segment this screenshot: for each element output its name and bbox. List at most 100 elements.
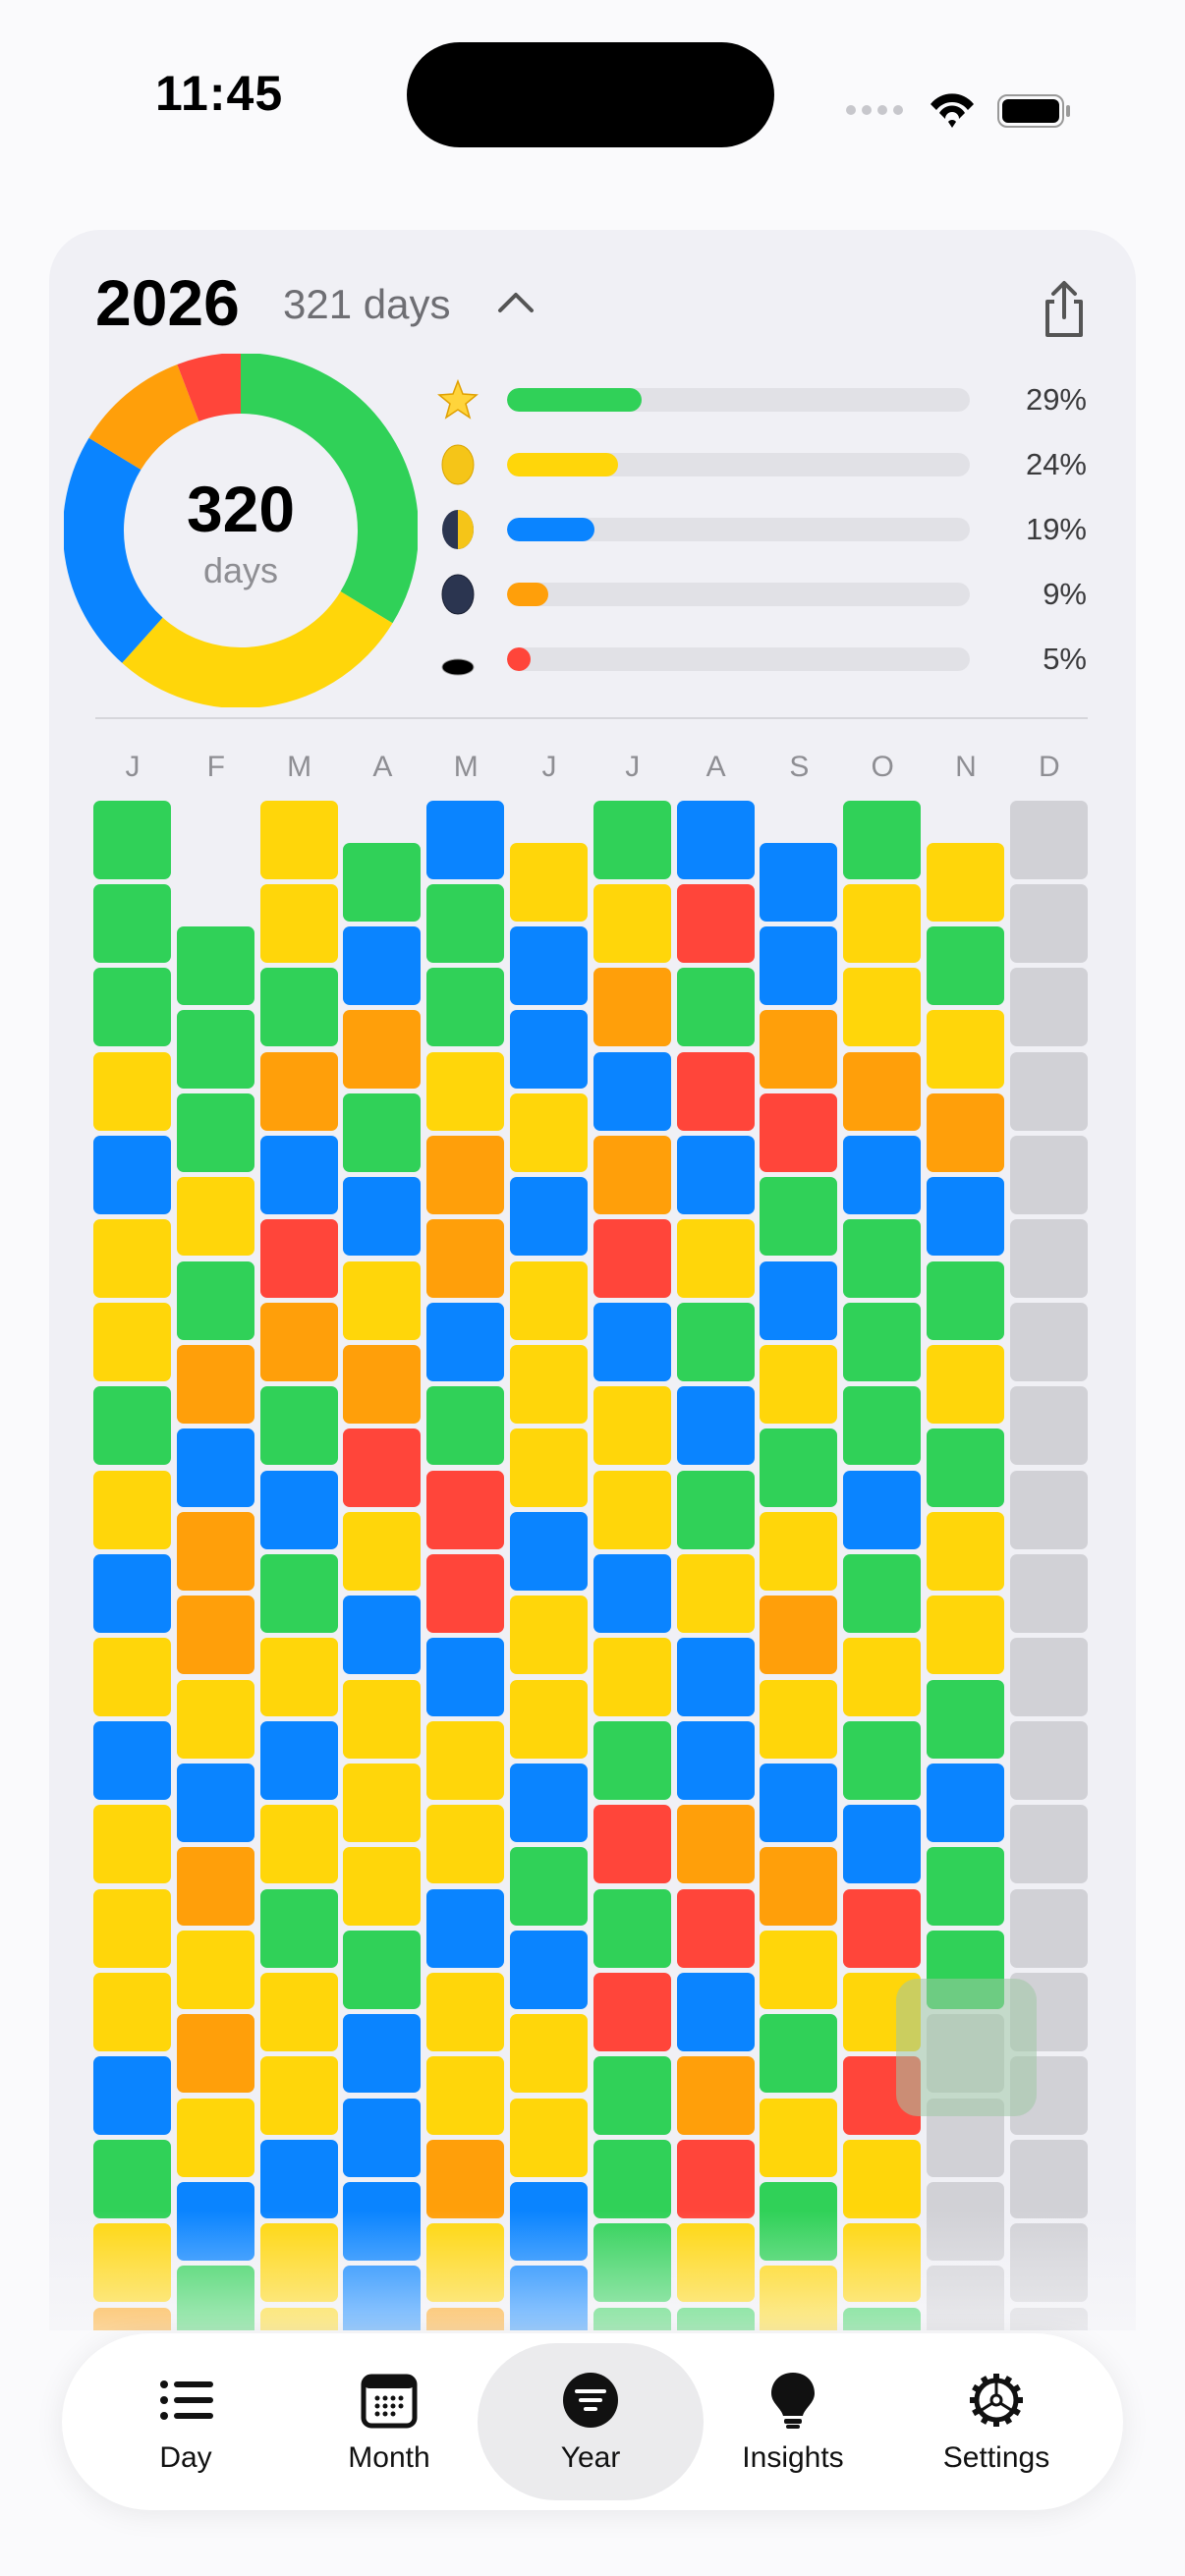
day-cell[interactable]: [343, 1512, 422, 1592]
day-cell[interactable]: [259, 1386, 338, 1466]
day-cell[interactable]: [176, 1260, 254, 1340]
day-cell[interactable]: [760, 1847, 838, 1926]
day-cell[interactable]: [343, 1177, 422, 1257]
day-cell[interactable]: [843, 1051, 922, 1131]
day-cell[interactable]: [676, 1972, 755, 2051]
day-cell[interactable]: [343, 1010, 422, 1089]
day-cell[interactable]: [676, 1219, 755, 1298]
day-cell[interactable]: [176, 1763, 254, 1842]
day-cell[interactable]: [259, 801, 338, 879]
day-cell[interactable]: [592, 801, 671, 879]
day-cell[interactable]: [176, 1428, 254, 1507]
day-cell[interactable]: [426, 1721, 505, 1801]
day-cell[interactable]: [93, 1805, 171, 1884]
tab-insights[interactable]: Insights: [685, 2333, 901, 2510]
day-cell[interactable]: [843, 1638, 922, 1716]
day-cell[interactable]: [1009, 1386, 1088, 1466]
day-cell[interactable]: [592, 1219, 671, 1298]
day-cell[interactable]: [760, 842, 838, 922]
day-cell[interactable]: [676, 1721, 755, 1801]
day-cell[interactable]: [676, 2056, 755, 2135]
day-cell[interactable]: [343, 1679, 422, 1759]
day-cell[interactable]: [843, 1470, 922, 1549]
day-cell[interactable]: [927, 1679, 1004, 1759]
day-cell[interactable]: [93, 1135, 171, 1214]
day-cell[interactable]: [510, 1093, 588, 1173]
day-cell[interactable]: [426, 2140, 505, 2219]
day-cell[interactable]: [343, 1093, 422, 1173]
day-cell[interactable]: [843, 968, 922, 1047]
day-cell[interactable]: [259, 1051, 338, 1131]
day-cell[interactable]: [760, 2098, 838, 2177]
day-cell[interactable]: [343, 1344, 422, 1424]
day-cell[interactable]: [93, 1972, 171, 2051]
day-cell[interactable]: [760, 2014, 838, 2094]
day-cell[interactable]: [843, 1135, 922, 1214]
day-cell[interactable]: [676, 1638, 755, 1716]
day-cell[interactable]: [93, 1721, 171, 1801]
day-cell[interactable]: [343, 1763, 422, 1842]
day-cell[interactable]: [927, 842, 1004, 922]
day-cell[interactable]: [676, 1553, 755, 1633]
day-cell[interactable]: [760, 1177, 838, 1257]
day-cell[interactable]: [760, 1260, 838, 1340]
day-cell[interactable]: [343, 1596, 422, 1675]
day-cell[interactable]: [259, 1303, 338, 1382]
day-cell[interactable]: [927, 1010, 1004, 1089]
day-cell[interactable]: [426, 2056, 505, 2135]
day-cell[interactable]: [259, 1805, 338, 1884]
day-cell[interactable]: [760, 1344, 838, 1424]
day-cell[interactable]: [93, 1553, 171, 1633]
day-cell[interactable]: [510, 1177, 588, 1257]
day-cell[interactable]: [927, 1344, 1004, 1424]
day-cell[interactable]: [93, 1638, 171, 1716]
day-cell[interactable]: [592, 1972, 671, 2051]
day-cell[interactable]: [93, 1470, 171, 1549]
day-cell[interactable]: [843, 1805, 922, 1884]
day-cell[interactable]: [426, 884, 505, 964]
day-cell[interactable]: [1009, 1888, 1088, 1968]
day-cell[interactable]: [592, 1051, 671, 1131]
day-cell[interactable]: [760, 1093, 838, 1173]
day-cell[interactable]: [259, 2056, 338, 2135]
day-cell[interactable]: [760, 1931, 838, 2010]
day-cell[interactable]: [426, 1638, 505, 1716]
day-cell[interactable]: [927, 1512, 1004, 1592]
day-cell[interactable]: [176, 2098, 254, 2177]
day-cell[interactable]: [676, 2140, 755, 2219]
day-cell[interactable]: [1009, 1051, 1088, 1131]
day-cell[interactable]: [426, 1386, 505, 1466]
day-cell[interactable]: [676, 1135, 755, 1214]
day-cell[interactable]: [843, 1386, 922, 1466]
day-cell[interactable]: [510, 1931, 588, 2010]
day-cell[interactable]: [259, 1721, 338, 1801]
day-cell[interactable]: [93, 1219, 171, 1298]
day-cell[interactable]: [510, 1847, 588, 1926]
day-cell[interactable]: [760, 1763, 838, 1842]
day-cell[interactable]: [1009, 1638, 1088, 1716]
tab-settings[interactable]: Settings: [888, 2333, 1104, 2510]
day-cell[interactable]: [676, 801, 755, 879]
day-cell[interactable]: [1009, 884, 1088, 964]
day-cell[interactable]: [592, 1470, 671, 1549]
day-cell[interactable]: [93, 2056, 171, 2135]
day-cell[interactable]: [927, 925, 1004, 1005]
day-cell[interactable]: [176, 1093, 254, 1173]
day-cell[interactable]: [760, 1596, 838, 1675]
day-cell[interactable]: [1009, 801, 1088, 879]
day-cell[interactable]: [927, 1093, 1004, 1173]
day-cell[interactable]: [510, 1010, 588, 1089]
day-cell[interactable]: [426, 1303, 505, 1382]
day-cell[interactable]: [1009, 1805, 1088, 1884]
day-cell[interactable]: [927, 1177, 1004, 1257]
day-cell[interactable]: [1009, 1553, 1088, 1633]
day-cell[interactable]: [592, 968, 671, 1047]
day-cell[interactable]: [1009, 968, 1088, 1047]
day-cell[interactable]: [760, 1679, 838, 1759]
day-cell[interactable]: [843, 1721, 922, 1801]
day-cell[interactable]: [426, 801, 505, 879]
day-cell[interactable]: [676, 1470, 755, 1549]
day-cell[interactable]: [592, 1386, 671, 1466]
day-cell[interactable]: [259, 968, 338, 1047]
day-cell[interactable]: [676, 1051, 755, 1131]
